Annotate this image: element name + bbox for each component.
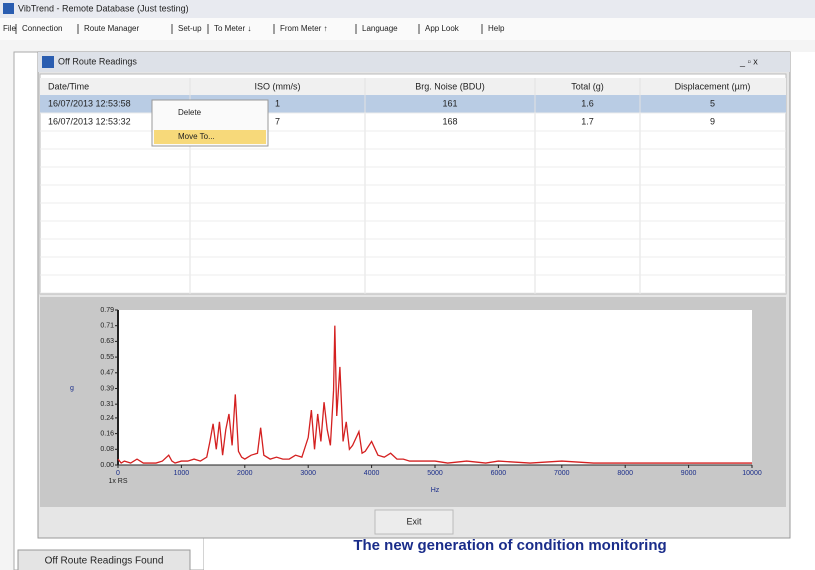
cell: 161 xyxy=(442,98,457,108)
cell: 5 xyxy=(710,98,715,108)
app-icon xyxy=(3,3,14,14)
menu-highlight xyxy=(154,130,266,144)
x-tick-label: 2000 xyxy=(237,470,253,477)
y-tick-label: 0.00 xyxy=(100,462,114,469)
context-item[interactable]: Delete xyxy=(178,108,202,117)
x-tick-label: 1000 xyxy=(174,470,190,477)
cell: 1.7 xyxy=(581,116,594,126)
banner: The new generation of condition monitori… xyxy=(353,537,666,554)
menu-item[interactable]: Language xyxy=(362,24,398,33)
x-axis-label: Hz xyxy=(431,487,440,494)
menu-item[interactable]: Connection xyxy=(22,24,62,33)
plot-area xyxy=(118,310,752,465)
spectrum-line xyxy=(117,325,752,464)
menu: File Connection Route Manager Set-up To Mete… xyxy=(3,24,505,34)
chart: 0.00 0.08 0.16 0.24 0.31 0.39 0.47 0.55 0.63 0.71… xyxy=(70,307,762,494)
x-tick-label: 7000 xyxy=(554,470,570,477)
cell: 9 xyxy=(710,116,715,126)
menu-item[interactable]: Set-up xyxy=(178,24,202,33)
left-button[interactable] xyxy=(17,549,191,570)
menu-item[interactable]: File xyxy=(3,24,16,33)
dialog-title-bar xyxy=(38,52,790,72)
menu-item[interactable]: App Look xyxy=(425,24,460,33)
table-header xyxy=(40,78,786,95)
menu-item[interactable]: Route Manager xyxy=(84,24,139,33)
y-tick-label: 0.79 xyxy=(100,307,114,314)
context-items: Delete Move To... xyxy=(178,108,215,141)
x-tick-label: 4000 xyxy=(364,470,380,477)
column-header: Brg. Noise (BDU) xyxy=(415,81,485,91)
x-tick-label: 5000 xyxy=(427,470,443,477)
y-tick-label: 0.24 xyxy=(100,415,114,422)
column-header: Date/Time xyxy=(48,81,89,91)
x-tick-label: 0 xyxy=(116,470,120,477)
dialog-title: Off Route Readings xyxy=(58,56,137,66)
column-header: ISO (mm/s) xyxy=(255,81,301,91)
exit-label: Exit xyxy=(406,516,422,526)
menu-item[interactable]: Help xyxy=(488,24,505,33)
y-tick-label: 0.47 xyxy=(100,370,114,377)
dialog-controls[interactable]: _ ▫ x xyxy=(739,56,758,66)
x-tick-label: 6000 xyxy=(491,470,507,477)
y-tick-label: 0.08 xyxy=(100,446,114,453)
dialog-icon xyxy=(42,56,54,68)
y-tick-label: 0.63 xyxy=(100,338,114,345)
annotation: 1x RS xyxy=(108,478,127,485)
menu-item[interactable]: From Meter ↑ xyxy=(280,24,328,33)
cell: 7 xyxy=(275,116,280,126)
column-header: Total (g) xyxy=(571,81,604,91)
cell: 1 xyxy=(275,98,280,108)
window-title: VibTrend - Remote Database (Just testing… xyxy=(18,3,189,13)
menu-bar xyxy=(0,18,815,40)
x-tick-label: 9000 xyxy=(681,470,697,477)
y-axis-label: g xyxy=(70,385,74,392)
cell: 168 xyxy=(442,116,457,126)
y-tick-label: 0.31 xyxy=(100,401,114,408)
cell: 16/07/2013 12:53:58 xyxy=(48,98,131,108)
exit-button[interactable] xyxy=(374,509,454,535)
cell: 16/07/2013 12:53:32 xyxy=(48,116,131,126)
x-tick-label: 8000 xyxy=(617,470,633,477)
cell: 1.6 xyxy=(581,98,594,108)
y-tick-label: 0.71 xyxy=(100,323,114,330)
context-item[interactable]: Move To... xyxy=(178,132,215,141)
title-bar xyxy=(0,0,815,18)
y-tick-label: 0.39 xyxy=(100,385,114,392)
x-tick-label: 10000 xyxy=(742,470,762,477)
y-tick-label: 0.16 xyxy=(100,430,114,437)
x-tick-label: 3000 xyxy=(300,470,316,477)
menu-item[interactable]: To Meter ↓ xyxy=(214,24,251,33)
left-button-label: Off Route Readings Found xyxy=(45,556,164,567)
column-header: Displacement (µm) xyxy=(675,81,751,91)
y-tick-label: 0.55 xyxy=(100,354,114,361)
